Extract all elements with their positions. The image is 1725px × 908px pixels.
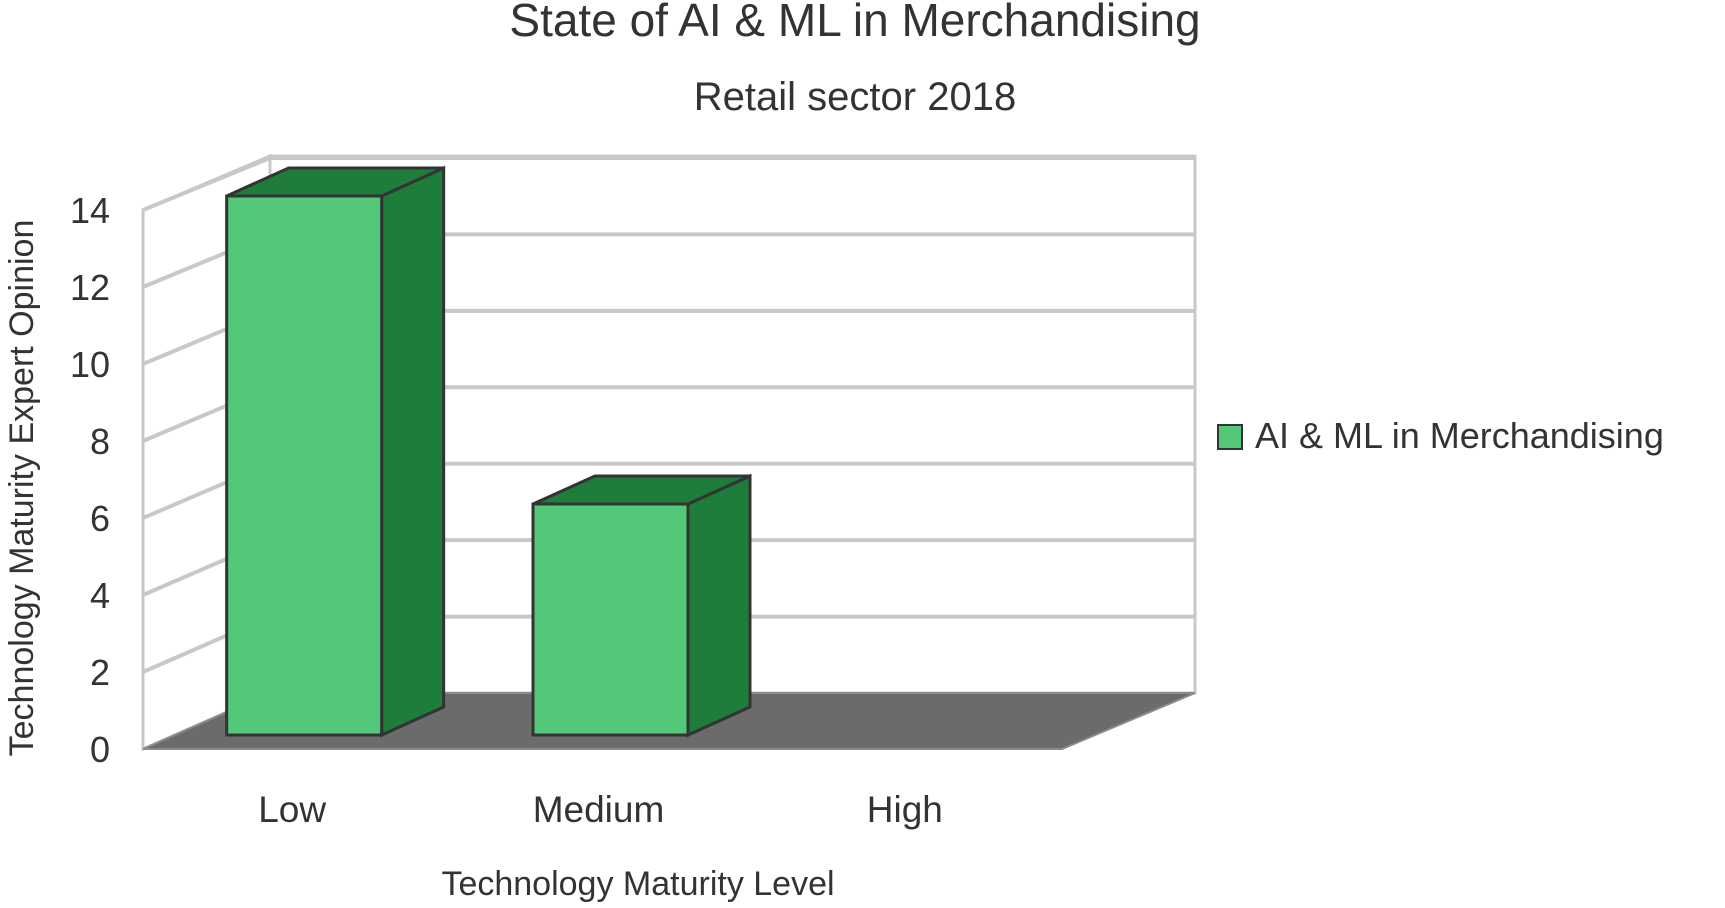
legend-label: AI & ML in Merchandising bbox=[1255, 415, 1664, 456]
y-tick-label: 4 bbox=[90, 575, 110, 616]
y-tick-label: 10 bbox=[70, 344, 110, 385]
y-tick-label: 6 bbox=[90, 498, 110, 539]
bar-side bbox=[686, 473, 752, 738]
x-tick-label: Low bbox=[258, 789, 326, 830]
chart-subtitle: Retail sector 2018 bbox=[694, 75, 1016, 119]
chart-title: State of AI & ML in Merchandising bbox=[509, 0, 1200, 46]
x-tick-label: Medium bbox=[533, 789, 665, 830]
y-axis-title: Technology Maturity Expert Opinion bbox=[3, 220, 41, 757]
y-tick-label: 0 bbox=[90, 729, 110, 770]
y-tick-label: 12 bbox=[70, 267, 110, 308]
legend-swatch bbox=[1217, 424, 1243, 450]
bar-side bbox=[380, 165, 446, 738]
bars bbox=[225, 165, 752, 738]
x-tick-labels: Low Medium High bbox=[258, 789, 943, 830]
y-tick-labels: 0 2 4 6 8 10 12 14 bbox=[70, 190, 110, 770]
y-tick-label: 8 bbox=[90, 421, 110, 462]
x-axis-title: Technology Maturity Level bbox=[441, 865, 834, 903]
y-tick-label: 14 bbox=[70, 190, 110, 231]
x-tick-label: High bbox=[867, 789, 943, 830]
legend: AI & ML in Merchandising bbox=[1217, 415, 1664, 456]
gridline bbox=[142, 156, 1195, 212]
bar bbox=[225, 194, 384, 737]
y-tick-label: 2 bbox=[90, 652, 110, 693]
bar bbox=[531, 502, 690, 737]
